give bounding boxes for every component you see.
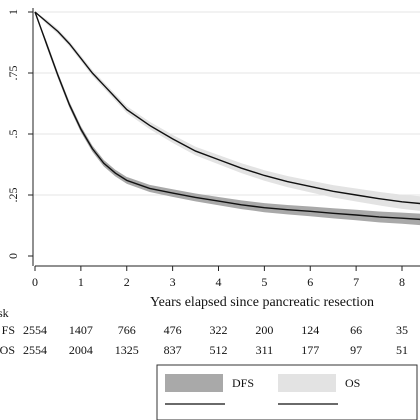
risk-table-cell: 35 <box>396 323 408 337</box>
risk-table-cell: 2554 <box>23 343 47 357</box>
grid-lines <box>33 11 420 196</box>
legend-label-dfs: DFS <box>232 376 254 390</box>
x-tick-label: 1 <box>78 275 84 289</box>
risk-table-cell: 51 <box>396 343 408 357</box>
risk-table-cell: 1325 <box>115 343 139 357</box>
risk-table-cell: 766 <box>118 323 136 337</box>
x-tick-label: 8 <box>399 275 405 289</box>
legend-swatch-os <box>278 374 336 392</box>
confidence-bands <box>35 12 420 226</box>
risk-table: sk FS 2554 1407 766 476 322 200 124 66 35 OS 2554 20… <box>0 306 408 357</box>
x-tick-label: 0 <box>32 275 38 289</box>
risk-table-cell: 177 <box>301 343 319 357</box>
risk-table-cell: 2554 <box>23 323 47 337</box>
y-tick-label: .75 <box>6 66 20 81</box>
y-tick-label: .25 <box>6 188 20 203</box>
risk-table-cell: 476 <box>164 323 182 337</box>
x-tick-label: 5 <box>261 275 267 289</box>
risk-table-cell: 124 <box>301 323 319 337</box>
risk-row-label: FS <box>2 323 15 337</box>
series-line-dfs <box>34 11 420 221</box>
risk-table-cell: 322 <box>210 323 228 337</box>
x-tick-label: 2 <box>124 275 130 289</box>
series-line-os <box>34 11 420 205</box>
x-tick-label: 3 <box>170 275 176 289</box>
x-tick-label: 7 <box>353 275 359 289</box>
x-tick-label: 4 <box>216 275 222 289</box>
y-tick-label: 0 <box>6 253 20 259</box>
risk-table-cell: 97 <box>350 343 362 357</box>
legend-swatch-dfs <box>165 374 223 392</box>
x-tick-label: 6 <box>307 275 313 289</box>
axes: 0 .25 .5 .75 1 0 1 2 3 4 5 6 7 8 <box>6 8 420 289</box>
x-axis-label: Years elapsed since pancreatic resection <box>150 295 374 310</box>
y-tick-label: 1 <box>6 9 20 15</box>
risk-table-cell: 2004 <box>69 343 93 357</box>
survival-curves <box>34 11 420 221</box>
risk-table-cell: 1407 <box>69 323 93 337</box>
confidence-band-os <box>35 12 420 211</box>
risk-table-cell: 200 <box>255 323 273 337</box>
risk-table-cell: 512 <box>210 343 228 357</box>
legend: DFS OS <box>156 364 418 420</box>
risk-table-cell: 66 <box>350 323 362 337</box>
y-tick-label: .5 <box>6 130 20 139</box>
risk-table-header: sk <box>0 306 9 320</box>
risk-table-cell: 311 <box>256 343 274 357</box>
risk-row-label: OS <box>0 343 15 357</box>
risk-table-cell: 837 <box>164 343 182 357</box>
legend-box <box>156 364 418 420</box>
legend-label-os: OS <box>345 376 360 390</box>
